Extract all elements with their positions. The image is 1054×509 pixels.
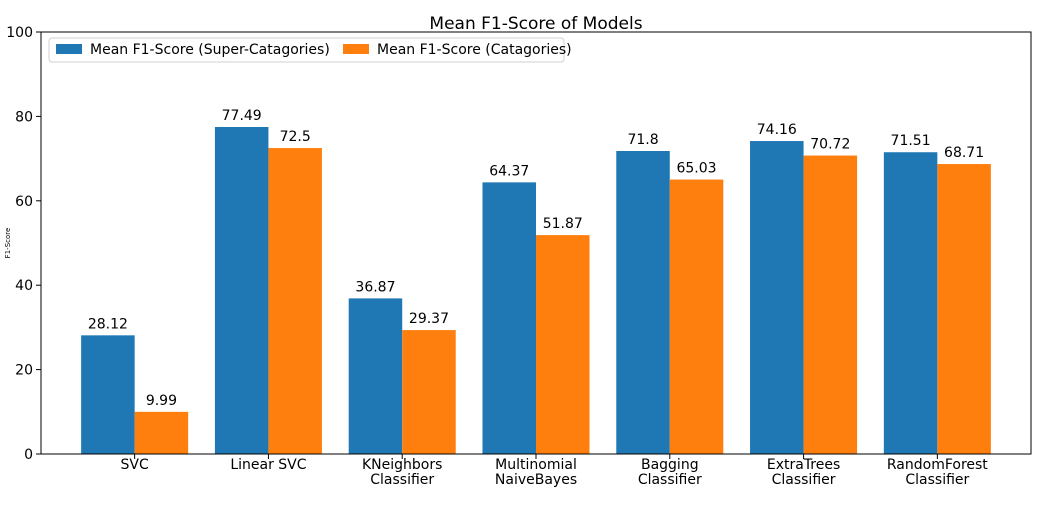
y-tick-label: 60 [15, 194, 33, 210]
data-label-super-categories-3: 64.37 [489, 163, 529, 179]
bar-categories-0 [134, 411, 189, 454]
data-label-categories-5: 70.72 [810, 137, 850, 153]
data-label-super-categories-1: 77.49 [222, 108, 262, 124]
data-label-categories-3: 51.87 [543, 216, 583, 232]
bar-super-categories-4 [616, 151, 670, 454]
bar-super-categories-6 [883, 152, 938, 455]
data-label-super-categories-4: 71.8 [627, 132, 658, 148]
bar-categories-6 [937, 164, 991, 454]
bar-categories-2 [402, 330, 456, 454]
data-label-super-categories-2: 36.87 [355, 279, 395, 295]
data-label-super-categories-0: 28.12 [88, 316, 128, 332]
x-tick-label: KNeighbors Classifier [362, 457, 442, 488]
x-tick-label: RandomForest Classifier [887, 457, 988, 488]
x-tick-label: ExtraTrees Classifier [767, 457, 840, 488]
y-tick-label: 0 [24, 447, 33, 463]
data-label-super-categories-5: 74.16 [757, 122, 797, 138]
x-tick-label: Multinomial NaiveBayes [495, 457, 577, 488]
data-labels-layer: 28.12 77.49 36.87 64.37 71.8 74.16 71.51 9.99 72… [88, 108, 984, 409]
axes-layer: 0 20 40 60 80 100 SVC Linear SVC KNeighbors Class… [6, 25, 1032, 488]
legend-swatch-categories [343, 44, 369, 54]
chart-title: Mean F1-Score of Models [429, 14, 642, 34]
y-axis-label: F1-Score [4, 228, 12, 259]
bar-categories-4 [669, 179, 724, 454]
bar-super-categories-1 [214, 126, 269, 455]
legend-swatch-super-categories [56, 44, 82, 54]
bar-categories-5 [803, 155, 858, 455]
bar-categories-3 [536, 235, 590, 454]
bar-super-categories-2 [348, 298, 403, 454]
data-label-categories-1: 72.5 [280, 129, 311, 145]
y-tick-label: 100 [6, 25, 33, 41]
bar-super-categories-0 [81, 335, 135, 454]
legend: Mean F1-Score (Super-Catagories) Mean F1-… [48, 37, 572, 63]
bar-super-categories-3 [482, 182, 536, 455]
legend-label-categories: Mean F1-Score (Catagories) [377, 42, 572, 58]
y-tick-label: 40 [15, 278, 33, 294]
data-label-categories-6: 68.71 [944, 145, 984, 161]
y-tick-label: 20 [15, 363, 33, 379]
x-tick-label: Linear SVC [230, 457, 306, 473]
x-tick-label: Bagging Classifier [638, 457, 702, 488]
data-label-categories-2: 29.37 [409, 311, 449, 327]
legend-box [48, 37, 565, 63]
x-tick-label: SVC [121, 457, 149, 473]
data-label-categories-4: 65.03 [676, 161, 716, 177]
bar-super-categories-5 [750, 141, 804, 454]
legend-label-super-categories: Mean F1-Score (Super-Catagories) [90, 42, 330, 58]
y-tick-label: 80 [15, 109, 33, 125]
data-label-categories-0: 9.99 [146, 393, 177, 409]
data-label-super-categories-6: 71.51 [891, 133, 931, 149]
bars-layer [81, 126, 991, 455]
bar-categories-1 [268, 148, 322, 455]
